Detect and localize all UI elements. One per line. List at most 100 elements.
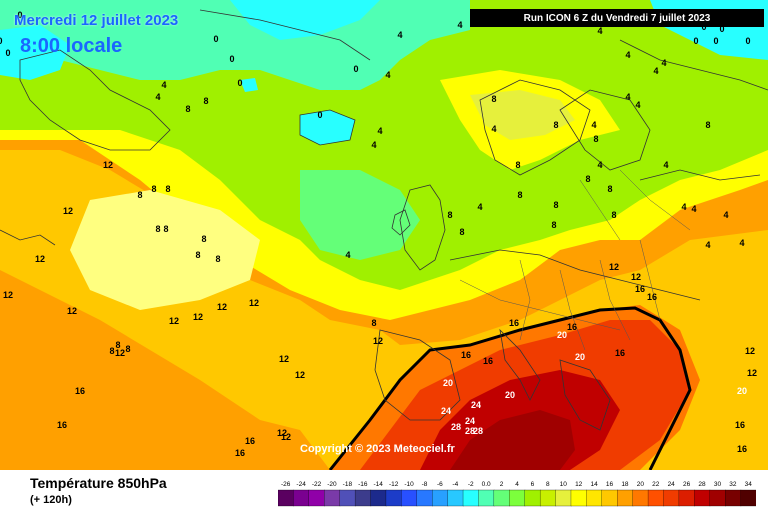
borders — [459, 169, 691, 351]
scale-tick-label: -12 — [389, 481, 399, 488]
isotherm-value-label: 12 — [67, 306, 77, 316]
isotherm-value-label: 12 — [279, 354, 289, 364]
field-cold-spot-2 — [240, 78, 258, 92]
field-cold-north — [230, 0, 380, 40]
scale-swatch — [709, 489, 726, 507]
scale-swatch — [586, 489, 603, 507]
coastlines — [0, 9, 768, 431]
isotherm-value-label: 8 — [517, 190, 522, 200]
isotherm-value-label: 8 — [215, 254, 220, 264]
isotherm-value-label: 4 — [591, 120, 596, 130]
isotherm-value-label: 4 — [723, 210, 728, 220]
isotherm-value-label: 16 — [483, 356, 493, 366]
temperature-map: 0000000000000044444444444444444444444488… — [0, 0, 768, 470]
field-cold-west — [0, 25, 70, 80]
scale-swatch — [462, 489, 480, 507]
isotherm-value-label: 8 — [553, 120, 558, 130]
isotherm-value-label: 12 — [35, 254, 45, 264]
scale-tick-label: 6 — [531, 481, 535, 488]
isotherm-value-label: 8 — [115, 340, 120, 350]
isotherm-value-label: 4 — [377, 126, 382, 136]
isotherm-value-label: 8 — [155, 224, 160, 234]
isotherm-value-label: 8 — [705, 120, 710, 130]
scale-swatch — [447, 489, 464, 507]
isotherm-value-label: 20 — [505, 390, 515, 400]
isotherm-value-label: 16 — [509, 318, 519, 328]
scale-swatch — [478, 489, 495, 507]
scale-tick-label: -8 — [422, 481, 428, 488]
isotherm-value-label: 12 — [193, 312, 203, 322]
scale-tick-label: 14 — [590, 481, 598, 488]
isotherm-value-label: 16 — [737, 444, 747, 454]
scale-swatch — [725, 489, 742, 507]
scale-swatch — [324, 489, 341, 507]
scale-swatch — [416, 489, 433, 507]
isotherm-value-label: 0 — [0, 36, 3, 46]
isotherm-value-label: 4 — [597, 160, 602, 170]
isotherm-value-label: 0 — [229, 54, 234, 64]
isotherm-value-label: 8 — [201, 234, 206, 244]
forecast-lead: (+ 120h) — [30, 494, 72, 506]
isotherm-value-label: 16 — [615, 348, 625, 358]
isotherm-value-label: 0 — [17, 10, 22, 20]
scale-tick-label: 30 — [714, 481, 722, 488]
isotherm-value-label: 4 — [661, 58, 666, 68]
isotherm-value-label: 12 — [281, 432, 291, 442]
isotherm-value-label: 4 — [635, 100, 640, 110]
isotherm-value-label: 0 — [353, 64, 358, 74]
isotherm-value-label: 12 — [249, 298, 259, 308]
scale-tick-label: -16 — [358, 481, 368, 488]
scale-swatch — [539, 489, 557, 507]
isotherm-value-label: 8 — [593, 134, 598, 144]
isotherm-value-label: 12 — [63, 206, 73, 216]
valid-date: Mercredi 12 juillet 2023 — [14, 12, 179, 29]
isotherm-value-label: 20 — [575, 352, 585, 362]
isotherm-value-label: 8 — [491, 94, 496, 104]
scale-tick-label: 0.0 — [482, 481, 491, 488]
scale-swatch — [632, 489, 649, 507]
scale-swatch — [509, 489, 526, 507]
scale-tick-label: -6 — [437, 481, 443, 488]
isotherm-value-label: 8 — [553, 200, 558, 210]
isotherm-value-label: 0 — [5, 48, 10, 58]
scale-tick-label: 2 — [500, 481, 504, 488]
scale-tick-label: 34 — [745, 481, 753, 488]
isotherm-value-label: 8 — [165, 184, 170, 194]
scale-swatch — [524, 489, 541, 507]
isoline-24 — [328, 306, 692, 470]
isotherm-value-label: 4 — [477, 202, 482, 212]
value-labels: 0000000000000044444444444444444444444488… — [0, 10, 757, 458]
isotherm-value-label: 12 — [217, 302, 227, 312]
scale-tick-label: 18 — [621, 481, 629, 488]
isotherm-value-label: 12 — [277, 428, 287, 438]
scale-tick-label: 20 — [637, 481, 645, 488]
isotherm-value-label: 8 — [185, 104, 190, 114]
isotherm-value-label: 8 — [611, 210, 616, 220]
valid-time: 8:00 locale — [20, 35, 123, 57]
isotherm-value-label: 8 — [371, 318, 376, 328]
isotherm-value-label: 12 — [115, 348, 125, 358]
scale-swatch — [601, 489, 618, 507]
scale-swatch — [385, 489, 403, 507]
isotherm-value-label: 8 — [203, 96, 208, 106]
scale-swatch — [493, 489, 510, 507]
scale-swatch — [740, 489, 756, 507]
isotherm-value-label: 16 — [735, 420, 745, 430]
isotherm-value-label: 16 — [635, 284, 645, 294]
scale-swatch — [432, 489, 449, 507]
scale-swatch — [647, 489, 665, 507]
isotherm-value-label: 16 — [647, 292, 657, 302]
scale-tick-label: 8 — [546, 481, 550, 488]
isotherm-value-label: 12 — [295, 370, 305, 380]
isotherm-value-label: 24 — [465, 416, 475, 426]
model-run-banner: Run ICON 6 Z du Vendredi 7 juillet 2023 — [470, 9, 764, 27]
scale-swatch — [663, 489, 680, 507]
isotherm-value-label: 0 — [237, 78, 242, 88]
isotherm-value-label: 4 — [625, 50, 630, 60]
scale-tick-label: -2 — [468, 481, 474, 488]
isotherm-value-label: 0 — [317, 110, 322, 120]
isotherm-value-label: 20 — [443, 378, 453, 388]
isotherm-value-label: 4 — [705, 240, 710, 250]
isotherm-value-label: 16 — [235, 448, 245, 458]
isotherm-value-label: 8 — [515, 160, 520, 170]
